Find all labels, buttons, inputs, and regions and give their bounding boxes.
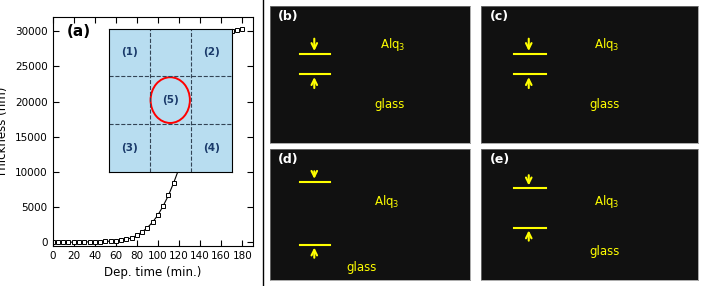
Text: glass: glass	[590, 98, 620, 111]
Text: (d): (d)	[278, 153, 299, 166]
Text: (2): (2)	[203, 47, 220, 57]
Text: (5): (5)	[162, 95, 178, 105]
Text: glass: glass	[346, 261, 377, 274]
Text: (c): (c)	[489, 10, 509, 23]
X-axis label: Dep. time (min.): Dep. time (min.)	[104, 266, 201, 279]
Text: Alq$_3$: Alq$_3$	[374, 193, 399, 210]
Y-axis label: Thickness (nm): Thickness (nm)	[0, 86, 10, 177]
Text: glass: glass	[590, 245, 620, 258]
Text: (4): (4)	[203, 143, 220, 153]
Text: (3): (3)	[121, 143, 138, 153]
Text: (b): (b)	[278, 10, 299, 23]
Text: glass: glass	[374, 98, 404, 111]
Text: Alq$_3$: Alq$_3$	[594, 36, 619, 53]
Text: Alq$_3$: Alq$_3$	[594, 193, 619, 210]
Text: Alq$_3$: Alq$_3$	[380, 36, 406, 53]
Text: (a): (a)	[67, 24, 91, 39]
Text: (1): (1)	[121, 47, 138, 57]
Text: (e): (e)	[489, 153, 510, 166]
